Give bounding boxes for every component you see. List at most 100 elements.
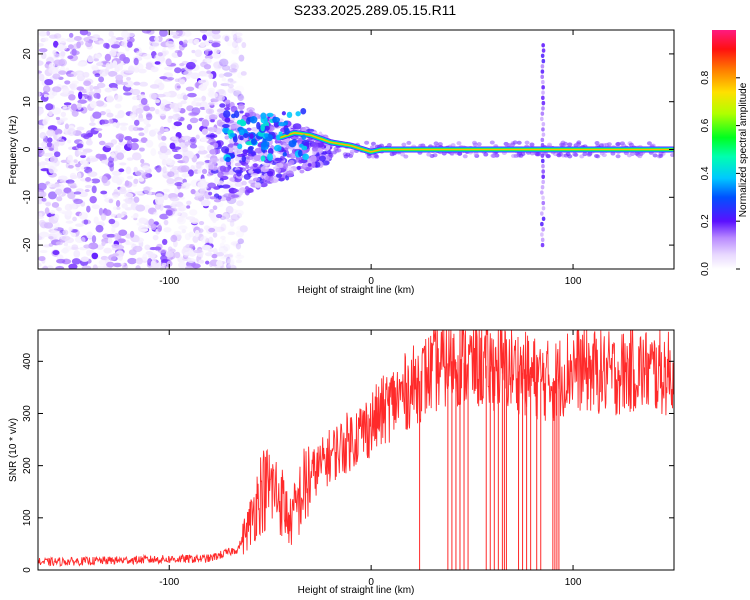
spectrogram-noise-blob xyxy=(135,257,144,265)
spectrogram-noise-blob xyxy=(227,259,235,267)
spectrogram-signal-blob xyxy=(301,134,307,141)
spectrogram-noise-blob xyxy=(76,126,85,131)
spectrogram-noise-blob xyxy=(567,142,573,147)
spectrogram-noise-blob xyxy=(96,82,106,89)
spectrogram-noise-blob xyxy=(197,180,207,189)
spectrogram-noise-blob xyxy=(236,212,242,219)
spectrogram-noise-blob xyxy=(224,107,231,111)
spectrogram-noise-blob xyxy=(225,196,232,202)
spectrogram-noise-blob xyxy=(173,121,183,127)
spectrogram-noise-blob xyxy=(129,230,135,238)
spectrogram-noise-blob xyxy=(111,226,116,233)
spectrogram-vertical-band xyxy=(541,195,545,200)
spectrogram-noise-blob xyxy=(245,164,250,169)
spectrogram-noise-blob xyxy=(188,231,194,238)
spectrogram-noise-blob xyxy=(149,84,160,89)
spectrogram-noise-blob xyxy=(80,133,89,138)
spectrogram-noise-blob xyxy=(306,167,312,171)
spectrogram-noise-blob xyxy=(169,197,180,202)
spectrogram-noise-blob xyxy=(476,142,482,147)
spectrogram-noise-blob xyxy=(39,231,49,238)
spectrogram-noise-blob xyxy=(406,140,412,145)
spectrogram-noise-blob xyxy=(50,229,60,237)
spectrogram-noise-blob xyxy=(58,70,67,75)
spectrogram-noise-blob xyxy=(209,196,217,200)
spectrogram-noise-blob xyxy=(183,251,192,256)
spectrogram-noise-blob xyxy=(145,251,154,256)
spectrogram-noise-blob xyxy=(115,133,125,140)
spectrogram-noise-blob xyxy=(165,209,173,216)
spectrogram-noise-blob xyxy=(232,242,240,248)
spectrogram-noise-blob xyxy=(138,147,145,152)
spectrogram-signal-blob xyxy=(297,149,303,157)
spectrogram-noise-blob xyxy=(219,165,227,172)
spectrogram-noise-blob xyxy=(108,198,114,204)
spectrogram-noise-blob xyxy=(229,161,236,166)
spectrogram-noise-blob xyxy=(165,58,172,66)
spectrogram-noise-blob xyxy=(60,159,68,163)
spectrogram-noise-blob xyxy=(83,219,89,225)
spectrogram-noise-blob xyxy=(38,147,43,155)
spectrogram-vertical-band xyxy=(540,53,545,59)
spectrogram-noise-blob xyxy=(181,173,190,178)
spectrogram-noise-blob xyxy=(80,237,86,243)
spectrogram-noise-blob xyxy=(221,77,227,82)
spectrogram-noise-blob xyxy=(223,64,229,70)
spectrogram-noise-blob xyxy=(96,62,103,67)
spectrogram-noise-blob xyxy=(230,241,241,246)
spectrogram-noise-blob xyxy=(125,200,135,205)
spectrogram-noise-blob xyxy=(252,177,261,182)
spectrogram-noise-blob xyxy=(456,141,462,146)
spectrogram-noise-blob xyxy=(213,142,219,149)
spectrogram-noise-blob xyxy=(133,235,140,243)
spectrogram-noise-blob xyxy=(126,157,134,161)
spectrogram-noise-blob xyxy=(190,189,196,195)
spectrogram-noise-blob xyxy=(135,50,143,56)
spectrogram-noise-blob xyxy=(646,141,652,146)
spectrogram-noise-blob xyxy=(198,221,205,226)
spectrogram-noise-blob xyxy=(40,161,49,166)
spectrogram-noise-blob xyxy=(100,213,107,221)
spectrogram-noise-blob xyxy=(227,80,238,84)
spectrogram-signal-blob xyxy=(232,135,238,143)
spectrogram-x-tick-label: 0 xyxy=(368,276,374,287)
spectrogram-noise-blob xyxy=(120,125,128,131)
spectrogram-noise-blob xyxy=(490,153,496,158)
spectrogram-noise-blob xyxy=(68,226,73,232)
spectrogram-noise-blob xyxy=(162,238,168,246)
spectrogram-noise-blob xyxy=(98,207,104,216)
spectrogram-noise-blob xyxy=(165,40,175,47)
spectrogram-noise-blob xyxy=(215,213,223,219)
spectrogram-noise-blob xyxy=(154,246,162,251)
colorbar-label: Normalized spectral amplitude xyxy=(738,82,749,217)
spectrogram-noise-blob xyxy=(229,80,237,84)
spectrogram-noise-blob xyxy=(250,126,258,132)
spectrogram-signal-blob xyxy=(284,127,290,135)
spectrogram-noise-blob xyxy=(190,263,201,269)
spectrogram-noise-blob xyxy=(473,151,479,156)
spectrogram-noise-blob xyxy=(73,36,82,42)
spectrogram-noise-blob xyxy=(211,42,221,48)
spectrogram-noise-blob xyxy=(231,208,238,215)
spectrogram-noise-blob xyxy=(213,61,223,69)
spectrogram-noise-blob xyxy=(133,119,140,126)
spectrogram-noise-blob xyxy=(114,94,123,102)
spectrogram-noise-blob xyxy=(193,38,200,44)
spectrogram-noise-blob xyxy=(545,154,551,159)
spectrogram-vertical-band xyxy=(541,100,546,106)
spectrogram-noise-blob xyxy=(206,127,214,131)
spectrogram-noise-blob xyxy=(115,199,121,207)
spectrogram-noise-blob xyxy=(56,196,63,202)
spectrogram-noise-blob xyxy=(621,143,627,148)
spectrogram-noise-blob xyxy=(63,242,69,247)
spectrogram-noise-blob xyxy=(89,157,99,162)
spectrogram-noise-blob xyxy=(136,222,143,226)
spectrogram-noise-blob xyxy=(94,73,101,78)
spectrogram-noise-blob xyxy=(50,209,56,215)
spectrogram-noise-blob xyxy=(48,62,56,68)
spectrogram-noise-blob xyxy=(189,244,196,249)
spectrogram-noise-blob xyxy=(233,36,243,43)
spectrogram-noise-blob xyxy=(208,36,214,43)
spectrogram-noise-blob xyxy=(182,94,188,101)
spectrogram-noise-blob xyxy=(133,81,141,86)
